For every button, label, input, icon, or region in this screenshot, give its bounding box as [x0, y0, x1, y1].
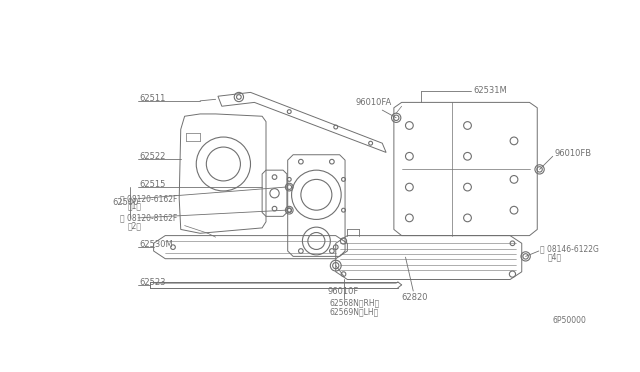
- Text: 62569N（LH）: 62569N（LH）: [330, 307, 379, 316]
- Text: Ⓑ 08120-8162F: Ⓑ 08120-8162F: [120, 214, 177, 222]
- Text: 62531M: 62531M: [474, 86, 508, 95]
- Text: 62568N（RH）: 62568N（RH）: [330, 298, 380, 307]
- Text: （4）: （4）: [548, 252, 562, 261]
- Text: （1）: （1）: [128, 202, 142, 211]
- Text: 62530M: 62530M: [140, 240, 173, 249]
- Text: 62511: 62511: [140, 94, 166, 103]
- Text: 62522: 62522: [140, 152, 166, 161]
- Text: （2）: （2）: [128, 221, 142, 230]
- Text: Ⓑ 08120-6162F: Ⓑ 08120-6162F: [120, 194, 178, 203]
- Text: 62523: 62523: [140, 278, 166, 287]
- Text: 6P50000: 6P50000: [553, 316, 587, 325]
- Text: 96010FB: 96010FB: [554, 150, 591, 158]
- Text: 62500: 62500: [113, 198, 139, 207]
- Text: 62515: 62515: [140, 180, 166, 189]
- Text: 62820: 62820: [402, 293, 428, 302]
- Text: Ⓑ 08146-6122G: Ⓑ 08146-6122G: [540, 244, 599, 253]
- Text: 96010F: 96010F: [328, 286, 359, 295]
- Text: 96010FA: 96010FA: [355, 98, 392, 107]
